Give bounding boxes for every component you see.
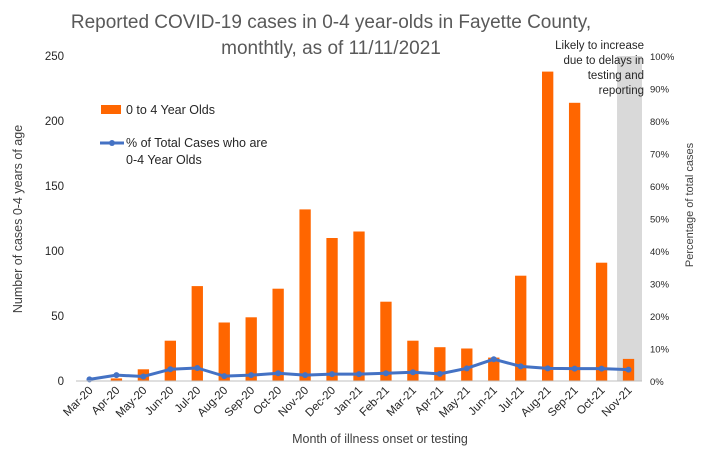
y-tick-label: 50 bbox=[51, 311, 64, 323]
y-tick-label: 100 bbox=[45, 246, 64, 258]
y2-tick-label: 70% bbox=[650, 150, 670, 161]
percent-point-May-21 bbox=[463, 365, 470, 372]
x-axis-title: Month of illness onset or testing bbox=[292, 432, 468, 446]
percent-point-May-20 bbox=[140, 373, 147, 380]
bar-Jun-21 bbox=[488, 357, 500, 381]
y2-tick-label: 90% bbox=[650, 85, 670, 96]
annotation-line-3: testing and bbox=[588, 70, 644, 82]
percent-point-Jun-21 bbox=[490, 356, 497, 363]
bar-Sep-21 bbox=[568, 102, 581, 382]
bar-Mar-21 bbox=[407, 340, 419, 381]
bar-series bbox=[110, 71, 635, 382]
y-axis-ticks: 0 50 100 150 200 250 bbox=[45, 51, 64, 388]
bar-Jun-20 bbox=[164, 340, 176, 381]
legend-swatch-marker bbox=[109, 140, 115, 146]
x-tick-label: Mar-20 bbox=[61, 385, 95, 419]
y-tick-label: 150 bbox=[45, 181, 64, 193]
bar-Jan-21 bbox=[353, 231, 365, 381]
y-tick-label: 200 bbox=[45, 116, 64, 128]
bar-Sep-20 bbox=[245, 317, 257, 381]
y2-tick-label: 30% bbox=[650, 280, 670, 291]
bar-Aug-20 bbox=[218, 322, 230, 381]
percent-point-Sep-20 bbox=[248, 372, 255, 379]
percent-point-Feb-21 bbox=[382, 370, 389, 377]
percent-point-Apr-21 bbox=[436, 370, 443, 377]
percent-point-Dec-20 bbox=[329, 371, 336, 378]
percent-point-Apr-20 bbox=[113, 372, 120, 379]
y2-tick-label: 40% bbox=[650, 247, 670, 258]
y-tick-label: 0 bbox=[58, 376, 64, 388]
y-tick-label: 250 bbox=[45, 51, 64, 63]
bar-Feb-21 bbox=[380, 301, 392, 381]
percent-point-Sep-21 bbox=[571, 365, 578, 372]
x-axis-ticks: Mar-20Apr-20May-20Jun-20Jul-20Aug-20Sep-… bbox=[61, 385, 634, 421]
bar-Aug-21 bbox=[542, 71, 554, 381]
legend-label-bars: 0 to 4 Year Olds bbox=[126, 103, 215, 117]
percent-point-Oct-20 bbox=[275, 370, 282, 377]
x-tick-label: Dec-20 bbox=[303, 385, 338, 420]
delay-annotation: Likely to increase due to delays in test… bbox=[555, 40, 644, 97]
percent-point-Jul-21 bbox=[517, 363, 524, 370]
annotation-line-1: Likely to increase bbox=[555, 40, 644, 52]
x-tick-label: Sep-20 bbox=[223, 385, 258, 420]
percent-point-Nov-20 bbox=[302, 372, 309, 379]
y2-tick-label: 10% bbox=[650, 345, 670, 356]
percent-point-Aug-21 bbox=[544, 365, 551, 372]
y2-tick-label: 100% bbox=[650, 52, 675, 63]
legend-swatch-bars bbox=[101, 105, 121, 114]
percent-point-Jan-21 bbox=[356, 371, 362, 378]
x-tick-label: Sep-21 bbox=[546, 385, 581, 420]
y-axis-title: Number of cases 0-4 years of age bbox=[11, 125, 25, 313]
bar-Apr-21 bbox=[434, 347, 446, 381]
chart-title-line-1: Reported COVID-19 cases in 0-4 year-olds… bbox=[71, 12, 591, 33]
bar-Jul-21 bbox=[515, 275, 527, 381]
incomplete-data-shade bbox=[617, 56, 642, 381]
y2-tick-label: 20% bbox=[650, 312, 670, 323]
bar-May-21 bbox=[461, 348, 473, 381]
percent-point-Jul-20 bbox=[194, 365, 201, 371]
percent-point-Mar-21 bbox=[409, 369, 416, 376]
legend: 0 to 4 Year Olds % of Total Cases who ar… bbox=[100, 103, 268, 167]
annotation-line-2: due to delays in bbox=[563, 55, 644, 67]
legend-label-line-2: 0-4 Year Olds bbox=[126, 153, 202, 167]
x-tick-label: Mar-21 bbox=[385, 385, 419, 419]
bar-Oct-20 bbox=[272, 288, 284, 381]
y2-tick-label: 80% bbox=[650, 117, 670, 128]
x-tick-label: Jun-21 bbox=[467, 385, 500, 418]
y2-tick-label: 60% bbox=[650, 182, 670, 193]
percent-point-Jun-20 bbox=[167, 366, 174, 373]
bar-Apr-20 bbox=[110, 378, 123, 381]
percent-point-Nov-21 bbox=[625, 366, 632, 373]
x-tick-label: Nov-21 bbox=[600, 385, 635, 420]
y2-axis-ticks: 0% 10% 20% 30% 40% 50% 60% 70% 80% 90% 100% bbox=[650, 52, 675, 388]
percent-point-Oct-21 bbox=[598, 365, 605, 372]
percent-point-Aug-20 bbox=[221, 373, 228, 380]
chart-title: Reported COVID-19 cases in 0-4 year-olds… bbox=[71, 12, 591, 59]
chart-title-line-2: monthtly, as of 11/11/2021 bbox=[221, 38, 441, 59]
bar-Jul-20 bbox=[191, 286, 203, 381]
bar-Nov-20 bbox=[299, 209, 311, 381]
y2-tick-label: 50% bbox=[650, 215, 670, 226]
bar-Oct-21 bbox=[595, 262, 608, 381]
annotation-line-4: reporting bbox=[599, 85, 644, 97]
y2-tick-label: 0% bbox=[650, 377, 664, 388]
x-tick-label: Jun-20 bbox=[143, 385, 176, 418]
y2-axis-title: Percentage of total cases bbox=[684, 142, 696, 267]
bar-Dec-20 bbox=[326, 238, 338, 381]
legend-label-line-1: % of Total Cases who are bbox=[126, 136, 268, 150]
